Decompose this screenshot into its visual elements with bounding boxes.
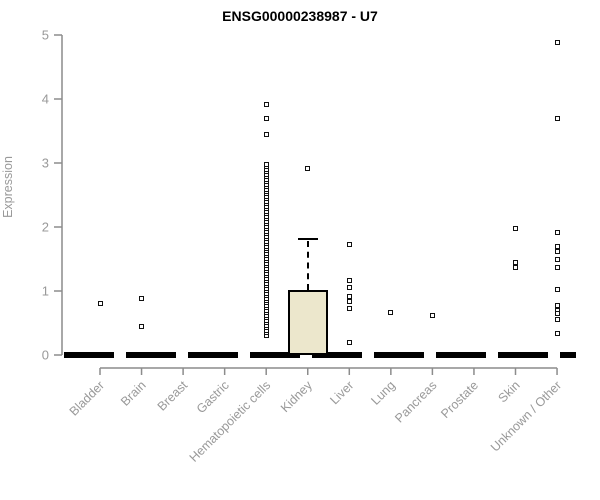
x-category-label: Pancreas bbox=[392, 378, 439, 425]
chart-title: ENSG00000238987 - U7 bbox=[222, 8, 378, 24]
data-point bbox=[554, 330, 560, 336]
y-tick-label: 3 bbox=[42, 156, 49, 171]
data-point bbox=[513, 265, 518, 271]
data-point bbox=[346, 242, 352, 248]
x-category-label: Unknown / Other bbox=[488, 378, 564, 454]
x-category-label: Kidney bbox=[278, 378, 315, 415]
data-point bbox=[346, 284, 352, 290]
upper-whisker bbox=[306, 241, 309, 290]
whisker-cap bbox=[297, 238, 318, 241]
data-point bbox=[554, 230, 560, 236]
y-tick-label: 0 bbox=[42, 348, 49, 363]
data-point bbox=[388, 309, 394, 315]
data-point bbox=[554, 40, 560, 46]
data-point bbox=[139, 324, 145, 330]
data-point bbox=[263, 161, 269, 167]
y-axis: 0 1 2 3 4 5 bbox=[42, 28, 63, 363]
x-category-label: Gastric bbox=[194, 378, 232, 416]
data-point bbox=[263, 132, 269, 138]
data-point bbox=[513, 260, 518, 266]
data-point bbox=[263, 102, 269, 108]
data-point bbox=[554, 249, 560, 255]
data-point bbox=[554, 317, 560, 323]
data-point bbox=[554, 287, 560, 293]
data-point bbox=[346, 340, 352, 346]
data-point bbox=[346, 278, 352, 284]
x-category-label: Bladder bbox=[67, 378, 107, 418]
x-category-label: Prostate bbox=[438, 378, 481, 421]
y-tick-label: 1 bbox=[42, 284, 49, 299]
data-point bbox=[263, 115, 269, 121]
x-category-label: Liver bbox=[327, 378, 356, 407]
data-point bbox=[97, 301, 103, 307]
data-point bbox=[305, 165, 311, 171]
data-point bbox=[346, 298, 352, 304]
x-category-label: Breast bbox=[155, 378, 191, 414]
data-point bbox=[346, 306, 352, 312]
data-point bbox=[139, 296, 145, 302]
y-tick-label: 2 bbox=[42, 220, 49, 235]
x-category-label: Hematopoietic cells bbox=[187, 378, 274, 465]
zero-baseline-dashed-line bbox=[64, 352, 576, 358]
data-point bbox=[554, 265, 560, 271]
x-category-label: Skin bbox=[496, 378, 523, 405]
x-category-label: Brain bbox=[118, 378, 149, 409]
data-point bbox=[554, 302, 560, 308]
data-point bbox=[429, 313, 435, 319]
data-point bbox=[554, 244, 560, 250]
data-point bbox=[554, 115, 560, 121]
data-point bbox=[513, 225, 518, 231]
y-tick-label: 4 bbox=[42, 92, 49, 107]
y-tick-label: 5 bbox=[42, 28, 49, 43]
data-point bbox=[346, 293, 352, 299]
box bbox=[287, 289, 328, 355]
x-category-label: Lung bbox=[368, 378, 398, 408]
data-point bbox=[554, 310, 560, 316]
data-point bbox=[554, 256, 560, 262]
